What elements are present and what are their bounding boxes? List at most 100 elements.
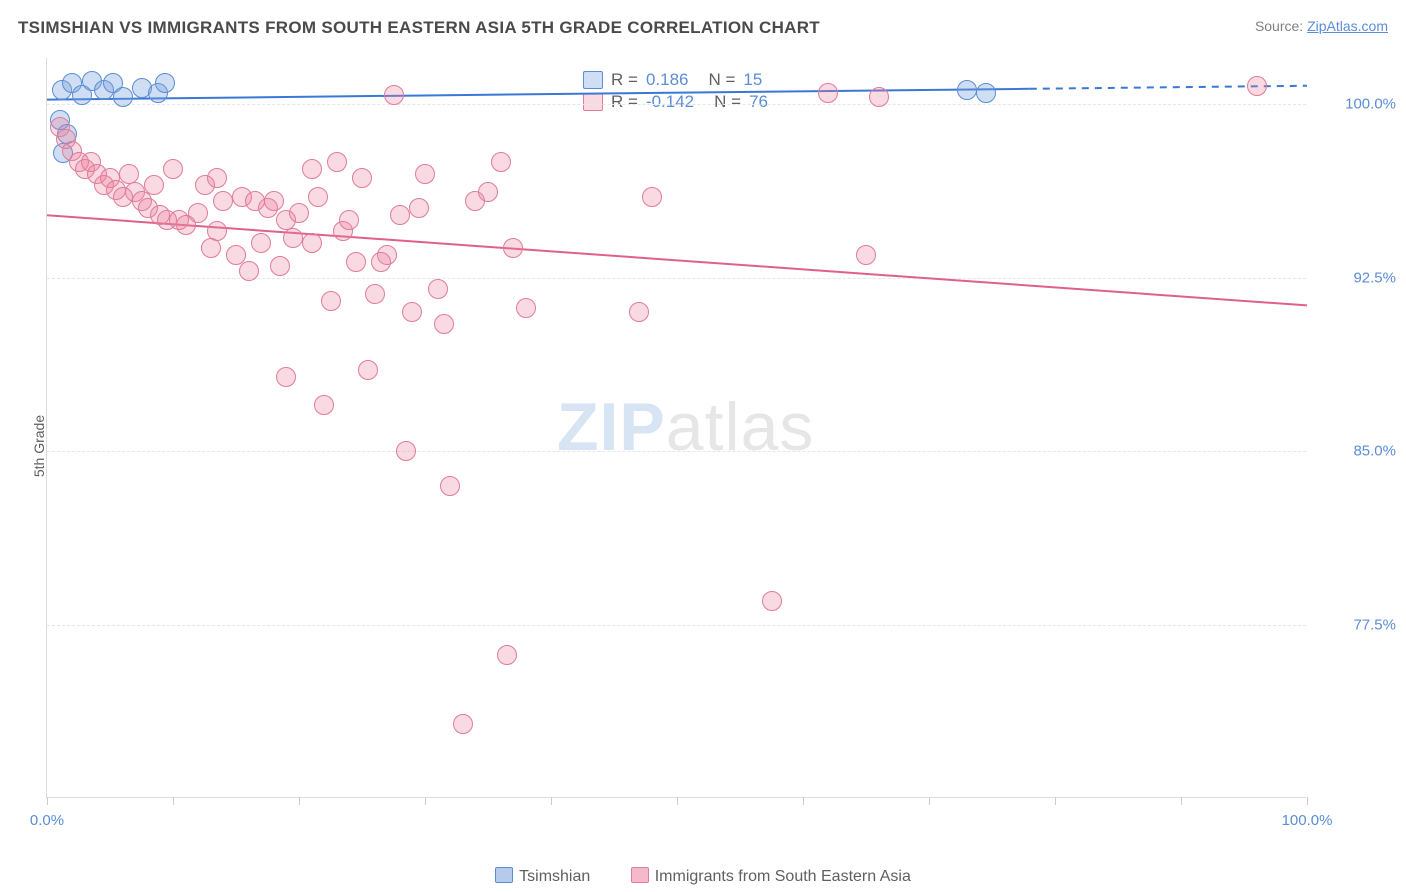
- data-point-sea: [327, 152, 347, 172]
- legend-item-tsimshian: Tsimshian: [495, 867, 590, 886]
- x-tick: [677, 797, 678, 805]
- y-tick-label: 92.5%: [1316, 269, 1396, 286]
- legend-swatch-sea: [631, 867, 649, 883]
- data-point-tsimshian: [957, 80, 977, 100]
- legend-label-sea: Immigrants from South Eastern Asia: [655, 868, 911, 885]
- data-point-sea: [276, 210, 296, 230]
- data-point-sea: [163, 159, 183, 179]
- data-point-sea: [402, 302, 422, 322]
- source-attribution: Source: ZipAtlas.com: [1255, 18, 1388, 34]
- data-point-sea: [415, 164, 435, 184]
- data-point-sea: [390, 205, 410, 225]
- x-tick: [299, 797, 300, 805]
- data-point-sea: [516, 298, 536, 318]
- data-point-sea: [428, 279, 448, 299]
- data-point-sea: [314, 395, 334, 415]
- data-point-sea: [497, 645, 517, 665]
- data-point-sea: [144, 175, 164, 195]
- data-point-sea: [629, 302, 649, 322]
- x-tick: [1055, 797, 1056, 805]
- data-point-sea: [352, 168, 372, 188]
- data-point-sea: [245, 191, 265, 211]
- y-gridline: [47, 451, 1306, 452]
- y-gridline: [47, 278, 1306, 279]
- data-point-sea: [239, 261, 259, 281]
- correlation-stats-box: R =0.186N =15R =-0.142N =76: [577, 66, 774, 116]
- data-point-sea: [491, 152, 511, 172]
- stats-r-label: R =: [611, 70, 638, 90]
- data-point-sea: [302, 159, 322, 179]
- data-point-sea: [440, 476, 460, 496]
- chart-legend: Tsimshian Immigrants from South Eastern …: [0, 867, 1406, 886]
- legend-item-sea: Immigrants from South Eastern Asia: [631, 867, 911, 886]
- stats-row-sea: R = -0.142 N = 76: [583, 92, 768, 112]
- x-tick: [1181, 797, 1182, 805]
- stats-n-label: N =: [714, 92, 741, 112]
- y-axis-label: 5th Grade: [31, 415, 47, 477]
- data-point-sea: [1247, 76, 1267, 96]
- data-point-sea: [119, 164, 139, 184]
- stats-r-value-sea: -0.142: [646, 92, 694, 112]
- stats-n-value-tsimshian: 15: [743, 70, 762, 90]
- y-gridline: [47, 104, 1306, 105]
- data-point-sea: [213, 191, 233, 211]
- y-tick-label: 85.0%: [1316, 443, 1396, 460]
- data-point-sea: [188, 203, 208, 223]
- data-point-sea: [453, 714, 473, 734]
- x-tick: [47, 797, 48, 805]
- source-label: Source:: [1255, 18, 1307, 34]
- stats-swatch-tsimshian: [583, 71, 603, 89]
- data-point-sea: [409, 198, 429, 218]
- x-tick-label: 100.0%: [1282, 812, 1333, 829]
- data-point-sea: [503, 238, 523, 258]
- stats-row-tsimshian: R = 0.186 N = 15: [583, 70, 768, 90]
- data-point-sea: [818, 83, 838, 103]
- watermark: ZIPatlas: [557, 388, 814, 466]
- data-point-sea: [264, 191, 284, 211]
- data-point-sea: [358, 360, 378, 380]
- data-point-sea: [869, 87, 889, 107]
- data-point-sea: [371, 252, 391, 272]
- data-point-sea: [384, 85, 404, 105]
- stats-r-label: R =: [611, 92, 638, 112]
- data-point-sea: [642, 187, 662, 207]
- stats-r-value-tsimshian: 0.186: [646, 70, 689, 90]
- x-tick: [803, 797, 804, 805]
- chart-title: TSIMSHIAN VS IMMIGRANTS FROM SOUTH EASTE…: [18, 18, 820, 38]
- scatter-plot-area: ZIPatlas R =0.186N =15R =-0.142N =76 100…: [46, 58, 1306, 798]
- data-point-sea: [207, 221, 227, 241]
- data-point-sea: [346, 252, 366, 272]
- data-point-sea: [762, 591, 782, 611]
- y-tick-label: 77.5%: [1316, 616, 1396, 633]
- data-point-tsimshian: [976, 83, 996, 103]
- data-point-sea: [321, 291, 341, 311]
- y-tick-label: 100.0%: [1316, 96, 1396, 113]
- data-point-sea: [365, 284, 385, 304]
- x-tick: [173, 797, 174, 805]
- legend-label-tsimshian: Tsimshian: [519, 868, 590, 885]
- data-point-sea: [251, 233, 271, 253]
- watermark-zip: ZIP: [557, 389, 666, 465]
- data-point-sea: [283, 228, 303, 248]
- data-point-sea: [434, 314, 454, 334]
- x-tick: [1307, 797, 1308, 805]
- stats-swatch-sea: [583, 93, 603, 111]
- data-point-sea: [339, 210, 359, 230]
- data-point-sea: [856, 245, 876, 265]
- stats-n-value-sea: 76: [749, 92, 768, 112]
- source-link[interactable]: ZipAtlas.com: [1307, 18, 1388, 34]
- x-tick: [551, 797, 552, 805]
- stats-n-label: N =: [708, 70, 735, 90]
- data-point-sea: [276, 367, 296, 387]
- x-tick: [929, 797, 930, 805]
- legend-swatch-tsimshian: [495, 867, 513, 883]
- data-point-sea: [207, 168, 227, 188]
- y-gridline: [47, 625, 1306, 626]
- data-point-sea: [478, 182, 498, 202]
- data-point-sea: [396, 441, 416, 461]
- x-tick: [425, 797, 426, 805]
- data-point-sea: [308, 187, 328, 207]
- x-tick-label: 0.0%: [30, 812, 64, 829]
- trend-layer: [47, 58, 1307, 798]
- data-point-sea: [270, 256, 290, 276]
